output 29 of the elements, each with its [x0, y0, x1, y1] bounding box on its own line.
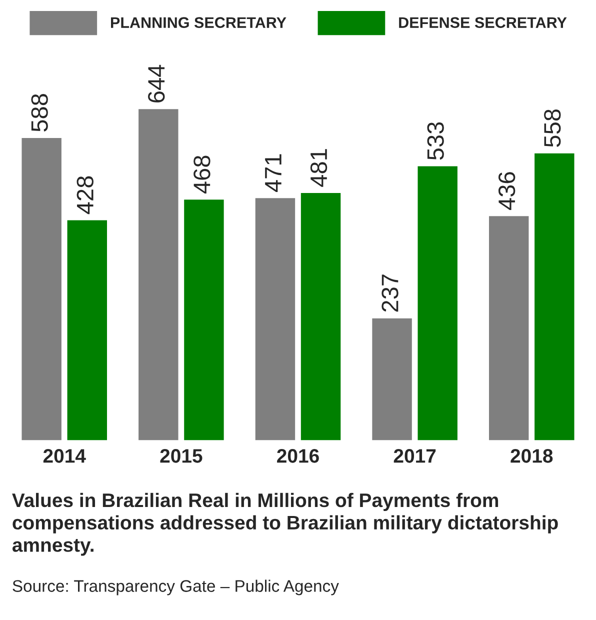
bar	[418, 166, 458, 440]
data-label: 481	[310, 149, 328, 187]
bar	[255, 198, 296, 440]
data-label: 588	[31, 94, 48, 132]
x-tick-label: 2016	[277, 449, 319, 463]
text: Values in Brazilian Real in Millions of Payments from compensations addressed to Brazilian military dictatorship amnesty.	[12, 492, 558, 556]
bar	[184, 200, 224, 440]
x-tick-label: 2017	[394, 449, 436, 463]
data-label: 558	[544, 109, 561, 147]
x-tick-label: 2018	[510, 449, 553, 463]
legend-label: DEFENSE SECRETARY	[399, 17, 567, 28]
data-label: 468	[194, 156, 210, 194]
x-tick-label: 2014	[43, 449, 86, 463]
data-label: 644	[148, 64, 165, 102]
data-label: 471	[265, 154, 282, 192]
bar	[67, 220, 108, 440]
source-note: Source: Transparency Gate – Public Agency	[12, 580, 339, 596]
bar	[488, 216, 529, 440]
bar	[372, 318, 412, 440]
data-label: 237	[382, 274, 398, 312]
legend-label: PLANNING SECRETARY	[111, 17, 286, 28]
data-label: 436	[498, 172, 516, 210]
data-label: 428	[76, 176, 94, 214]
bar	[22, 138, 62, 440]
x-tick-label: 2015	[160, 449, 202, 463]
data-label: 533	[427, 122, 444, 160]
bar	[138, 109, 178, 440]
bar	[534, 153, 574, 440]
bar	[300, 192, 341, 440]
